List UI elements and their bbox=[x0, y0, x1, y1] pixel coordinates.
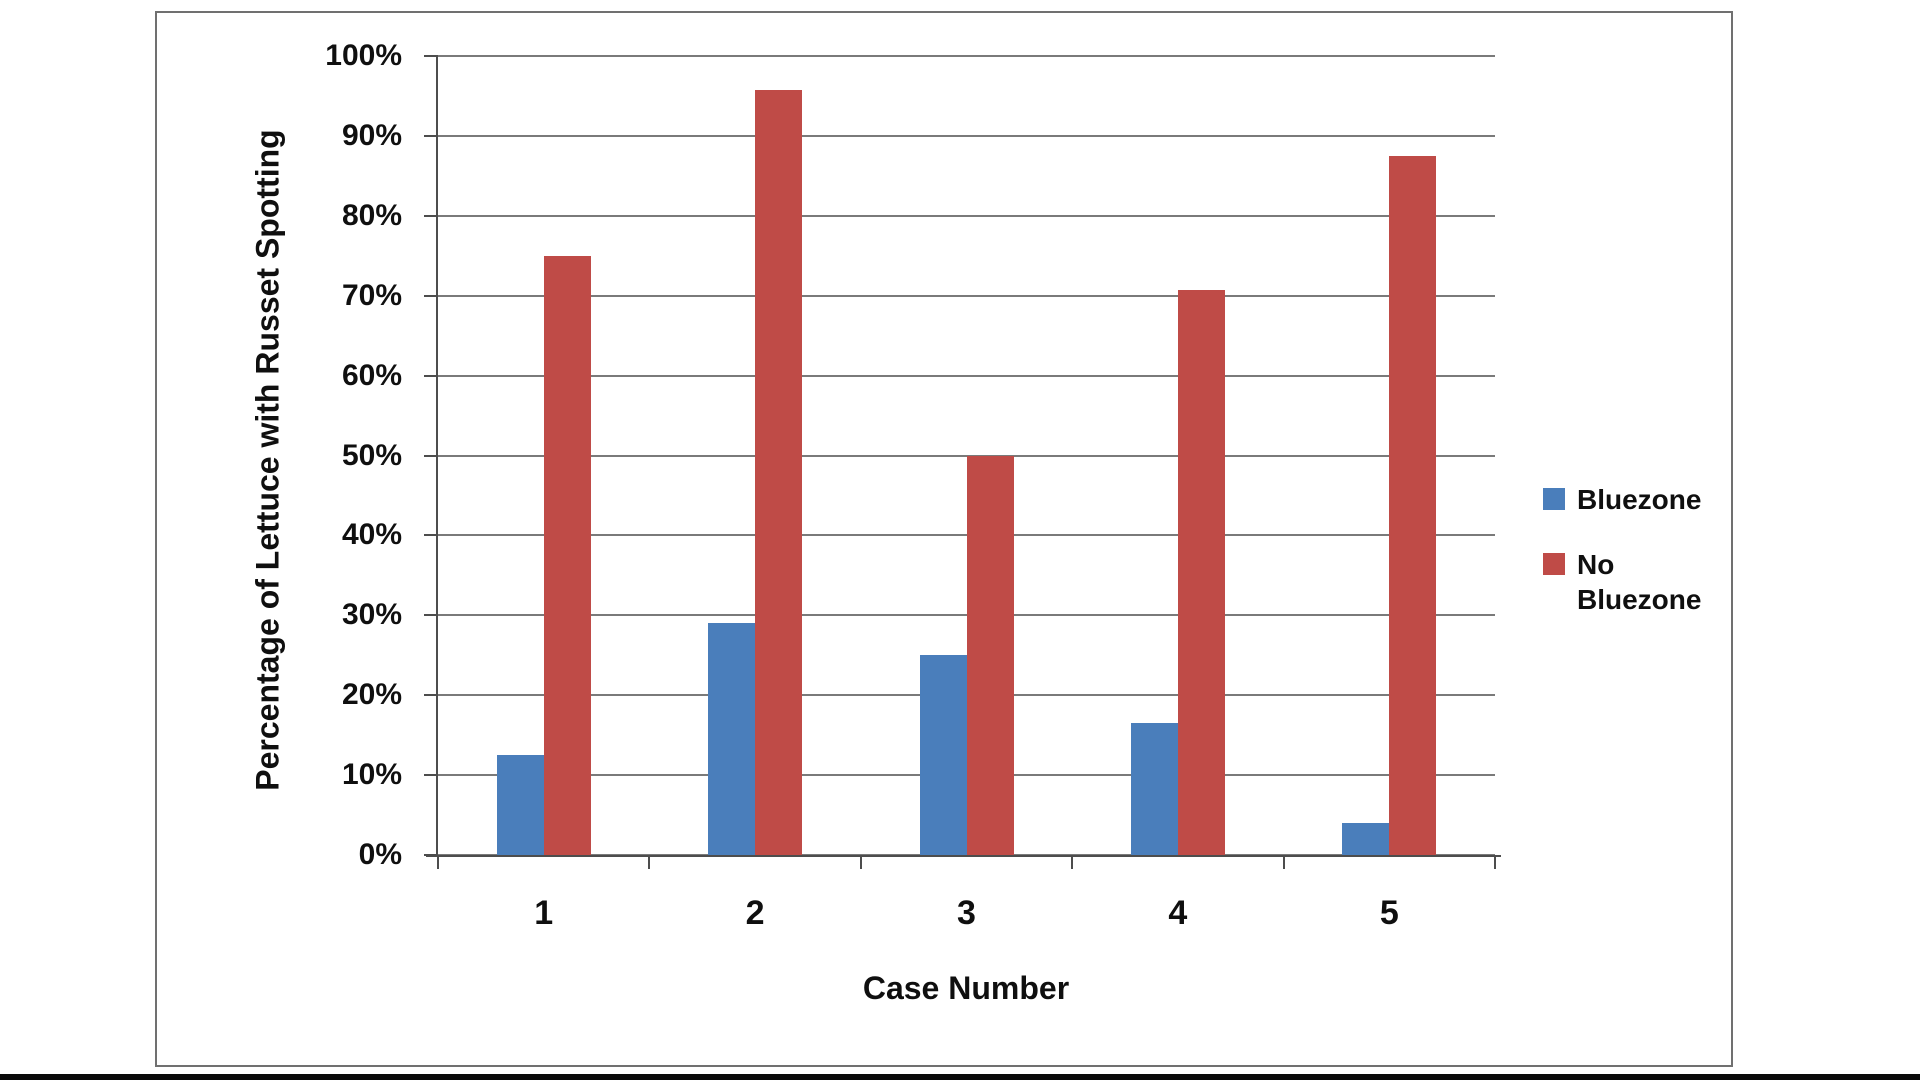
y-axis-tick-40% bbox=[424, 534, 438, 537]
y-tick-label-100%: 100% bbox=[325, 39, 402, 72]
y-tick-label-20%: 20% bbox=[341, 678, 402, 712]
bar-bluezone-case-4 bbox=[1130, 723, 1178, 855]
y-tick-label-30%: 30% bbox=[341, 598, 402, 632]
y-axis-tick-60% bbox=[424, 374, 438, 377]
bar-no-bluezone-case-1 bbox=[543, 255, 591, 855]
gridline-60% bbox=[438, 374, 1495, 377]
bar-bluezone-case-5 bbox=[1342, 823, 1390, 855]
gridline-90% bbox=[438, 134, 1495, 137]
legend-label-bluezone: Bluezone bbox=[1577, 484, 1702, 515]
y-tick-label-50%: 50% bbox=[341, 438, 402, 472]
bar-bluezone-case-2 bbox=[708, 623, 756, 855]
legend-label-no-bluezone: No Bluezone bbox=[1577, 549, 1702, 615]
gridline-100% bbox=[438, 55, 1495, 57]
y-axis-line bbox=[436, 56, 438, 857]
x-tick-label-case-5: 5 bbox=[1379, 894, 1399, 932]
y-axis-tick-20% bbox=[424, 694, 438, 697]
y-axis-tick-100% bbox=[424, 55, 438, 57]
y-axis-tick-10% bbox=[424, 774, 438, 777]
x-axis-tick-4 bbox=[1282, 857, 1285, 869]
y-axis-tick-30% bbox=[424, 614, 438, 617]
x-axis-tick-5 bbox=[1494, 857, 1496, 869]
chart-figure-border bbox=[155, 11, 1733, 1067]
plot-area bbox=[438, 56, 1495, 855]
y-tick-label-60%: 60% bbox=[341, 358, 402, 392]
y-tick-label-70%: 70% bbox=[341, 278, 402, 312]
y-axis-tick-90% bbox=[424, 134, 438, 137]
legend-swatch-no-bluezone bbox=[1543, 553, 1565, 575]
x-tick-label-case-3: 3 bbox=[957, 894, 976, 932]
bar-no-bluezone-case-4 bbox=[1177, 290, 1225, 855]
x-tick-label-case-2: 2 bbox=[745, 894, 765, 932]
legend-item-bluezone: Bluezone bbox=[1543, 482, 1733, 517]
legend-swatch-bluezone bbox=[1543, 488, 1565, 510]
y-axis-tick-70% bbox=[424, 294, 438, 297]
x-axis-tick-0 bbox=[437, 857, 439, 869]
y-tick-label-80%: 80% bbox=[341, 198, 402, 232]
gridline-80% bbox=[438, 214, 1495, 217]
y-tick-label-10%: 10% bbox=[341, 758, 402, 792]
x-tick-label-case-1: 1 bbox=[534, 894, 554, 932]
y-axis-title: Percentage of Lettuce with Russet Spotti… bbox=[249, 129, 286, 791]
y-axis-tick-80% bbox=[424, 214, 438, 217]
y-axis-tick-0% bbox=[424, 854, 438, 856]
y-tick-label-40%: 40% bbox=[341, 518, 402, 552]
y-tick-label-90%: 90% bbox=[341, 118, 402, 152]
x-axis-tick-2 bbox=[859, 857, 862, 869]
bar-bluezone-case-3 bbox=[919, 655, 967, 855]
x-tick-label-case-4: 4 bbox=[1168, 894, 1188, 932]
legend-item-no-bluezone: No Bluezone bbox=[1543, 547, 1733, 617]
gridline-70% bbox=[438, 294, 1495, 297]
x-axis-tick-3 bbox=[1071, 857, 1074, 869]
y-axis-tick-50% bbox=[424, 454, 438, 457]
screenshot-bottom-edge bbox=[0, 1074, 1920, 1080]
bar-bluezone-case-1 bbox=[496, 755, 544, 855]
bar-no-bluezone-case-5 bbox=[1389, 155, 1437, 855]
bar-no-bluezone-case-2 bbox=[755, 90, 803, 855]
bar-no-bluezone-case-3 bbox=[966, 455, 1014, 855]
x-axis-tick-1 bbox=[648, 857, 651, 869]
x-axis-line bbox=[426, 855, 1501, 857]
y-tick-label-0%: 0% bbox=[358, 838, 402, 871]
legend: Bluezone No Bluezone bbox=[1543, 482, 1733, 647]
x-axis-title: Case Number bbox=[862, 970, 1070, 1006]
